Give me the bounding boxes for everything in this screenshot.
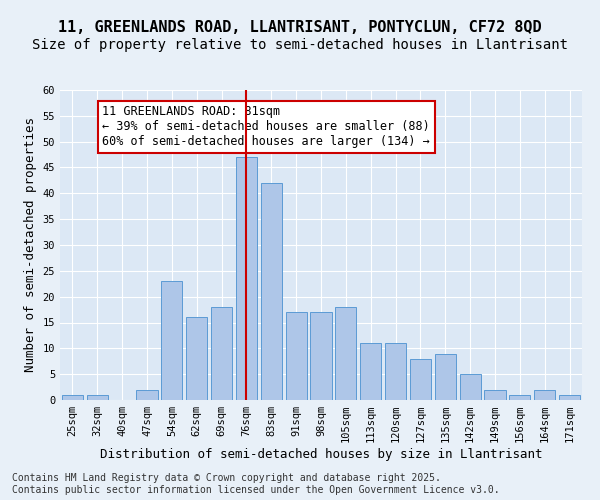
Bar bbox=[286, 312, 307, 400]
Bar bbox=[509, 395, 530, 400]
Text: 11 GREENLANDS ROAD: 81sqm
← 39% of semi-detached houses are smaller (88)
60% of : 11 GREENLANDS ROAD: 81sqm ← 39% of semi-… bbox=[102, 106, 430, 148]
Text: 11, GREENLANDS ROAD, LLANTRISANT, PONTYCLUN, CF72 8QD: 11, GREENLANDS ROAD, LLANTRISANT, PONTYC… bbox=[58, 20, 542, 35]
X-axis label: Distribution of semi-detached houses by size in Llantrisant: Distribution of semi-detached houses by … bbox=[100, 448, 542, 461]
Bar bbox=[186, 318, 207, 400]
Bar bbox=[435, 354, 456, 400]
Bar bbox=[310, 312, 332, 400]
Bar bbox=[136, 390, 158, 400]
Text: Size of property relative to semi-detached houses in Llantrisant: Size of property relative to semi-detach… bbox=[32, 38, 568, 52]
Bar bbox=[460, 374, 481, 400]
Bar bbox=[236, 157, 257, 400]
Bar bbox=[62, 395, 83, 400]
Text: Contains HM Land Registry data © Crown copyright and database right 2025.
Contai: Contains HM Land Registry data © Crown c… bbox=[12, 474, 500, 495]
Bar bbox=[559, 395, 580, 400]
Bar bbox=[385, 343, 406, 400]
Bar bbox=[161, 281, 182, 400]
Y-axis label: Number of semi-detached properties: Number of semi-detached properties bbox=[24, 118, 37, 372]
Bar bbox=[410, 358, 431, 400]
Bar bbox=[335, 307, 356, 400]
Bar bbox=[360, 343, 381, 400]
Bar bbox=[534, 390, 555, 400]
Bar bbox=[87, 395, 108, 400]
Bar bbox=[261, 183, 282, 400]
Bar bbox=[484, 390, 506, 400]
Bar bbox=[211, 307, 232, 400]
